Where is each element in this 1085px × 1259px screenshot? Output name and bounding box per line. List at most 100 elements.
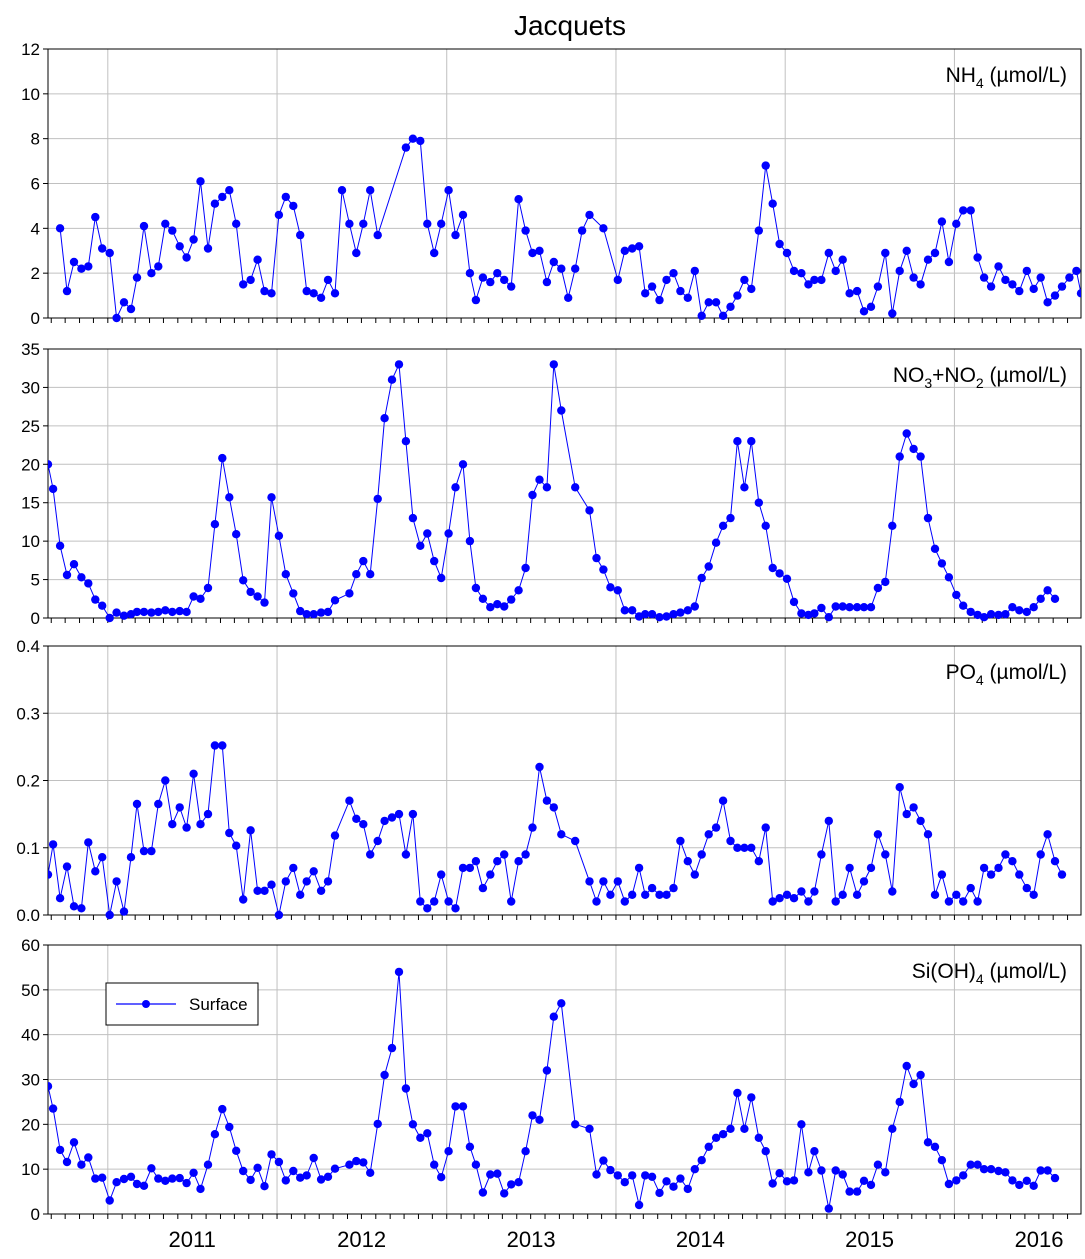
- data-point: [274, 910, 284, 920]
- data-point: [91, 867, 100, 876]
- data-point: [895, 452, 904, 461]
- data-point: [387, 1043, 397, 1053]
- series-no3no2: [48, 0, 1080, 623]
- data-point: [1058, 0, 1066, 4]
- data-point: [909, 1079, 918, 1089]
- data-point: [296, 230, 305, 240]
- data-point: [761, 521, 770, 530]
- data-point: [139, 221, 149, 231]
- data-point: [451, 1102, 460, 1111]
- data-point: [225, 186, 234, 195]
- data-point: [416, 897, 425, 906]
- data-point: [647, 1172, 657, 1182]
- data-point: [754, 498, 763, 507]
- data-point: [147, 608, 156, 617]
- label-sub: 3: [924, 375, 932, 391]
- data-point: [444, 897, 453, 906]
- data-point: [557, 406, 566, 415]
- series-sioh4: [48, 967, 1060, 1213]
- data-point: [937, 870, 947, 879]
- data-point: [132, 607, 142, 617]
- data-point: [1065, 0, 1073, 4]
- data-point: [366, 1168, 375, 1178]
- data-point: [260, 286, 269, 296]
- data-point: [733, 1088, 742, 1098]
- data-point: [281, 877, 290, 886]
- data-point: [507, 595, 516, 604]
- data-point: [944, 257, 954, 267]
- data-point: [239, 576, 248, 585]
- data-point: [1036, 850, 1045, 859]
- data-point: [62, 286, 72, 296]
- data-point: [1072, 0, 1080, 4]
- data-point: [902, 246, 911, 255]
- data-point: [48, 870, 53, 879]
- data-point: [84, 838, 93, 847]
- data-point: [697, 311, 706, 320]
- data-point: [634, 1200, 644, 1210]
- data-point: [458, 210, 468, 220]
- data-point: [48, 460, 53, 469]
- data-point: [966, 883, 975, 893]
- data-point: [810, 1147, 819, 1156]
- data-point: [168, 607, 177, 617]
- data-point: [824, 816, 833, 826]
- data-point: [126, 304, 136, 314]
- data-point: [352, 1156, 361, 1166]
- data-point: [923, 513, 933, 523]
- data-point: [189, 592, 198, 601]
- data-point: [182, 823, 191, 832]
- data-point: [55, 1145, 65, 1155]
- data-point: [564, 293, 573, 302]
- data-point: [500, 602, 509, 611]
- data-point: [557, 264, 566, 273]
- data-point: [838, 1170, 847, 1179]
- data-point: [535, 762, 544, 772]
- data-point: [754, 226, 763, 235]
- data-point: [923, 830, 933, 839]
- data-point: [641, 1171, 650, 1180]
- data-point: [1029, 1181, 1038, 1191]
- y-tick-label: 20: [21, 455, 40, 474]
- data-point: [239, 1166, 248, 1176]
- data-point: [909, 273, 918, 282]
- data-point: [316, 886, 326, 895]
- data-point: [866, 603, 876, 612]
- data-point: [521, 1147, 530, 1156]
- data-point: [535, 475, 544, 484]
- data-point: [105, 910, 114, 920]
- data-point: [726, 513, 735, 523]
- data-point: [486, 277, 495, 287]
- data-point: [655, 1188, 664, 1198]
- data-point: [1022, 883, 1031, 893]
- data-point: [655, 613, 664, 622]
- y-tick-label: 0.0: [16, 906, 40, 925]
- data-point: [289, 1166, 298, 1176]
- data-point: [768, 1179, 777, 1188]
- data-point: [585, 210, 594, 220]
- data-point: [952, 890, 961, 899]
- plot-frame: [47, 48, 1082, 319]
- data-point: [69, 257, 79, 267]
- data-point: [330, 289, 340, 298]
- data-point: [437, 870, 446, 879]
- data-point: [1057, 282, 1067, 291]
- data-point: [105, 248, 114, 258]
- data-point: [1015, 286, 1024, 296]
- data-point: [232, 1146, 241, 1156]
- data-point: [613, 877, 622, 886]
- data-point: [599, 565, 608, 574]
- data-point: [478, 273, 488, 282]
- data-point: [98, 853, 107, 862]
- data-point: [669, 1182, 678, 1191]
- data-point: [966, 206, 975, 215]
- legend-marker: [142, 1000, 150, 1008]
- data-point: [416, 1133, 425, 1143]
- year-label: 2013: [507, 1227, 556, 1252]
- data-point: [683, 857, 692, 866]
- data-point: [139, 1181, 149, 1191]
- data-point: [628, 890, 637, 899]
- data-point: [902, 809, 911, 819]
- data-point: [669, 883, 678, 893]
